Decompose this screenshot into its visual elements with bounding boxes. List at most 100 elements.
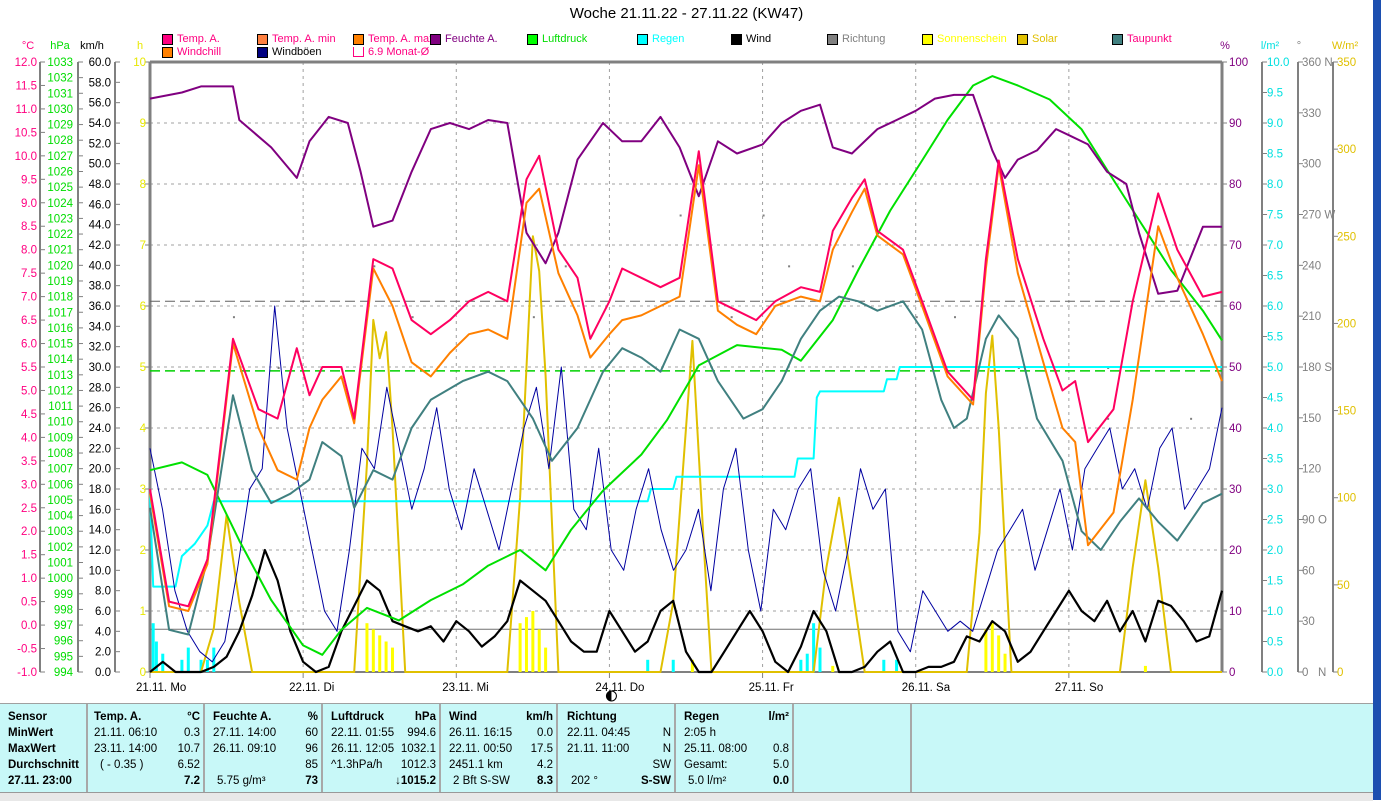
pressure-tick-label: 1010 xyxy=(47,417,73,429)
cell-temp-label: 21.11. 06:10 xyxy=(94,727,158,739)
sun-tick-label: 7 xyxy=(140,240,146,252)
wind-tick-label: 20.0 xyxy=(89,464,111,476)
temp-tick-label: 2.0 xyxy=(21,526,37,538)
cell-temp-value: 7.2 xyxy=(184,775,200,787)
direction-point xyxy=(564,265,567,268)
rain-bar xyxy=(818,647,822,672)
pressure-tick-label: 1026 xyxy=(47,166,73,178)
sun-tick-label: 10 xyxy=(133,57,146,69)
header-rain: Regen xyxy=(684,711,720,723)
cell-wind-value: 0.0 xyxy=(537,727,553,739)
rain-tick-label: 8.5 xyxy=(1267,149,1283,161)
pressure-tick-label: 1004 xyxy=(47,511,73,523)
header-wind: Wind xyxy=(449,711,477,723)
row-label: 27.11. 23:00 xyxy=(8,775,72,787)
rain-tick-label: 9.5 xyxy=(1267,88,1283,100)
rain-tick-label: 8.0 xyxy=(1267,179,1283,191)
sunshine-bar xyxy=(690,659,694,672)
legend-swatch-icon xyxy=(353,47,364,57)
summary-table: Sensor MinWert MaxWert Durchschnitt 27.11. 2… xyxy=(0,703,1373,793)
legend-label: Solar xyxy=(1032,33,1058,45)
legend-label: Feuchte A. xyxy=(445,33,498,45)
chart-title: Woche 21.11.22 - 27.11.22 (KW47) xyxy=(569,5,804,22)
temp-tick-label: 9.0 xyxy=(21,198,37,210)
temp-axis-unit: °C xyxy=(22,40,34,52)
rain-tick-label: 1.5 xyxy=(1267,576,1283,588)
temp-tick-label: 12.0 xyxy=(15,57,37,69)
sunshine-bar xyxy=(984,629,988,672)
temp-tick-label: 6.5 xyxy=(21,315,37,327)
cell-temp-label: 23.11. 14:00 xyxy=(94,743,158,755)
wind-tick-label: 42.0 xyxy=(89,240,111,252)
wind-tick-label: 58.0 xyxy=(89,77,111,89)
sunshine-bar xyxy=(831,665,835,672)
table-divider xyxy=(321,704,323,793)
humidity-tick-label: 80 xyxy=(1229,179,1242,191)
cell-rain-label: 25.11. 08:00 xyxy=(684,743,748,755)
x-tick-label: 26.11. Sa xyxy=(902,682,951,694)
solar-tick-label: 300 xyxy=(1337,144,1356,156)
temp-tick-label: 4.5 xyxy=(21,409,37,421)
direction-tick-label: 150 xyxy=(1302,413,1321,425)
pressure-tick-label: 995 xyxy=(54,651,73,663)
x-tick-label: 27.11. So xyxy=(1055,682,1103,694)
temp-tick-label: 9.5 xyxy=(21,174,37,186)
cell-dir-value: SW xyxy=(652,759,671,771)
temp-tick-label: 10.5 xyxy=(15,127,37,139)
rain-tick-label: 0.0 xyxy=(1267,667,1283,679)
rain-bar xyxy=(805,653,809,672)
rain-bar xyxy=(882,659,886,672)
legend-swatch-icon xyxy=(637,33,648,45)
temperature-line xyxy=(149,150,1223,608)
sunshine-bar xyxy=(518,623,522,672)
sun-tick-label: 6 xyxy=(140,301,146,313)
rain-bar xyxy=(812,623,816,672)
temp-tick-label: 8.5 xyxy=(21,221,37,233)
direction-tick-label: 180 S xyxy=(1302,362,1332,374)
direction-point xyxy=(679,214,682,217)
rain-tick-label: 1.0 xyxy=(1267,606,1283,618)
solar-tick-label: 150 xyxy=(1337,406,1356,418)
rain-tick-label: 5.5 xyxy=(1267,332,1283,344)
sun-tick-label: 9 xyxy=(140,118,146,130)
direction-point xyxy=(532,316,535,319)
rain-tick-label: 6.5 xyxy=(1267,271,1283,283)
temp-tick-label: 8.0 xyxy=(21,245,37,257)
cell-press-label: ^1.3hPa/h xyxy=(331,759,383,771)
cell-dir-label: 21.11. 11:00 xyxy=(567,743,630,755)
pressure-tick-label: 1002 xyxy=(47,542,73,554)
sunshine-bar xyxy=(997,635,1001,672)
pressure-line xyxy=(149,75,1223,656)
solar-tick-label: 200 xyxy=(1337,318,1356,330)
temp-tick-label: 3.5 xyxy=(21,456,37,468)
solar-tick-label: 50 xyxy=(1337,580,1350,592)
direction-tick-label: 240 xyxy=(1302,260,1321,272)
humidity-tick-label: 50 xyxy=(1229,362,1242,374)
rain-tick-label: 10.0 xyxy=(1267,57,1289,69)
legend-item: Temp. A. min xyxy=(257,33,336,45)
rain-tick-label: 2.0 xyxy=(1267,545,1283,557)
legend-swatch-icon xyxy=(257,33,268,45)
wind-tick-label: 8.0 xyxy=(95,586,111,598)
legend-swatch-icon xyxy=(162,46,173,58)
header-temp: Temp. A. xyxy=(94,711,142,723)
window-border xyxy=(1373,0,1381,800)
temp-tick-label: -0.5 xyxy=(17,644,37,656)
legend-label: Windchill xyxy=(177,46,222,58)
moon-dark-half xyxy=(606,691,612,701)
cell-temp-label: ( - 0.35 ) xyxy=(100,759,144,771)
cell-hum-value: 60 xyxy=(305,727,318,739)
cell-rain-label: Gesamt: xyxy=(684,759,728,771)
cell-wind-label: 2451.1 km xyxy=(449,759,503,771)
direction-point xyxy=(277,367,280,369)
rain-bar xyxy=(180,659,184,672)
cell-hum-label: 27.11. 14:00 xyxy=(213,727,277,739)
pressure-tick-label: 1027 xyxy=(47,151,73,163)
pressure-tick-label: 996 xyxy=(54,636,73,648)
humidity-axis-unit: % xyxy=(1220,40,1230,52)
pressure-tick-label: 1028 xyxy=(47,135,73,147)
header-unit-rain: l/m² xyxy=(768,711,789,723)
rain-tick-label: 5.0 xyxy=(1267,362,1283,374)
legend-label: Richtung xyxy=(842,33,886,45)
